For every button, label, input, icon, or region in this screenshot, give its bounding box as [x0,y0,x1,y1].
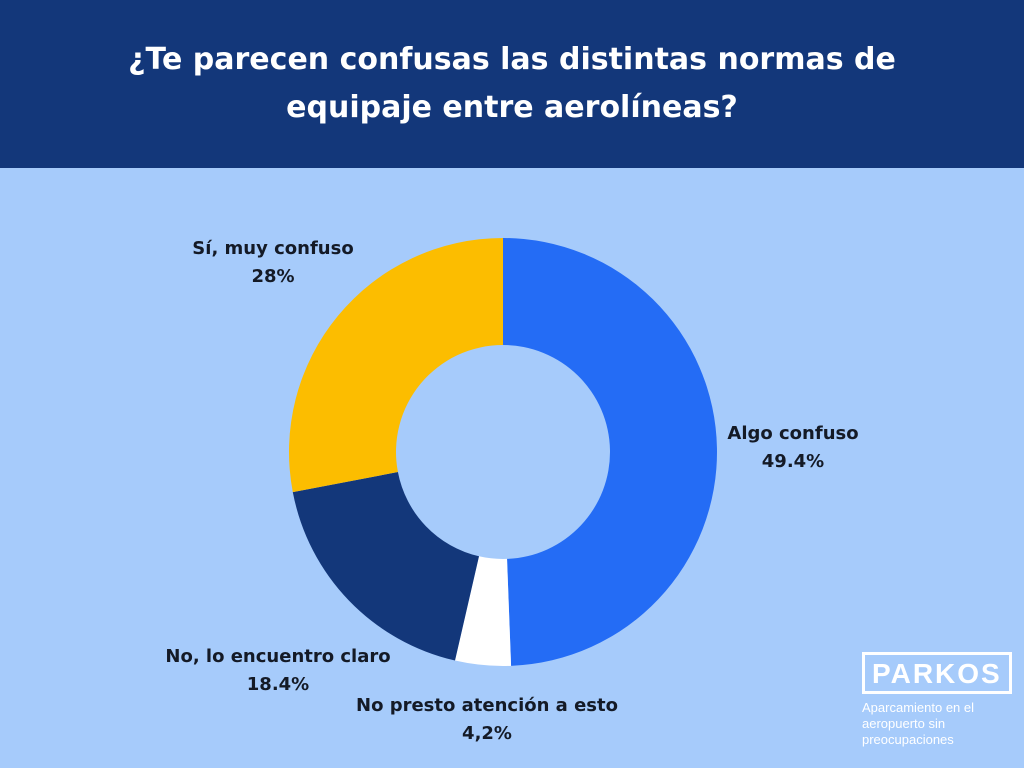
chart-title: ¿Te parecen confusas las distintas norma… [128,42,896,125]
slice-no-presto-atencion-a-esto [455,556,512,667]
donut-slices [288,238,718,667]
slice-value-si-muy-confuso: 28% [251,266,295,287]
slice-name-si-muy-confuso: Sí, muy confuso [192,238,354,259]
slice-label-si-muy-confuso: Sí, muy confuso 28% [192,235,353,291]
slice-value-no-lo-encuentro-claro: 18.4% [246,674,310,695]
slice-si-muy-confuso [288,238,503,493]
parkos-logo: PARKOS Aparcamiento en el aeropuerto sin… [862,652,1012,748]
parkos-wordmark: PARKOS [862,652,1012,694]
slice-value-no-presto-atencion: 4,2% [462,723,512,744]
slice-no-lo-encuentro-claro [292,472,480,661]
slice-name-algo-confuso: Algo confuso [727,423,859,444]
slice-algo-confuso [503,238,718,666]
slice-label-algo-confuso: Algo confuso 49.4% [727,420,858,476]
header-banner: ¿Te parecen confusas las distintas norma… [0,0,1024,168]
parkos-tagline: Aparcamiento en el aeropuerto sin preocu… [862,700,975,747]
slice-value-algo-confuso: 49.4% [761,451,825,472]
slice-name-no-lo-encuentro-claro: No, lo encuentro claro [165,646,391,667]
slice-label-no-lo-encuentro-claro: No, lo encuentro claro 18.4% [165,643,390,699]
slice-label-no-presto-atencion: No presto atención a esto 4,2% [356,692,618,748]
slice-name-no-presto-atencion: No presto atención a esto [356,695,618,716]
